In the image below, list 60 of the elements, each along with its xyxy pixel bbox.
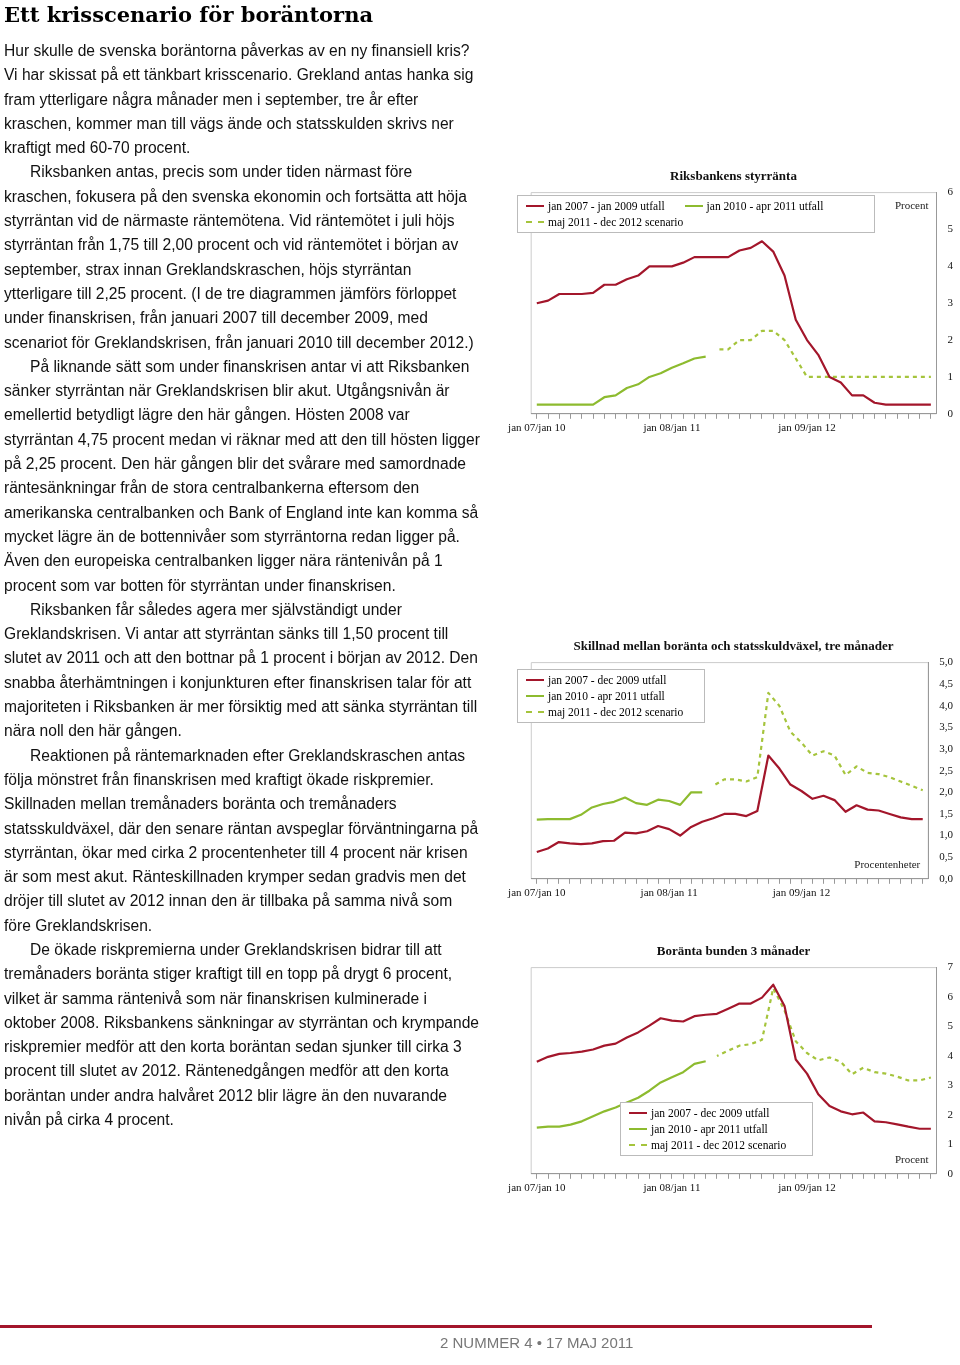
y-axis-title: Procent — [894, 1153, 929, 1166]
y-tick-label: 4 — [947, 259, 954, 272]
legend-label: jan 2007 - jan 2009 utfall — [548, 200, 665, 212]
x-tick-label: jan 09/jan 12 — [777, 421, 836, 434]
y-tick-label: 0 — [947, 406, 954, 419]
y-tick-label: 1 — [947, 1137, 953, 1150]
y-tick-label: 5,0 — [939, 655, 954, 668]
y-tick-label: 0 — [947, 1166, 954, 1179]
legend-label: jan 2010 - apr 2011 utfall — [706, 200, 824, 212]
y-tick-label: 5 — [947, 222, 954, 235]
legend-label: maj 2011 - dec 2012 scenario — [548, 706, 684, 718]
chart-title: Skillnad mellan boränta och statsskuldväxel, tre månader — [573, 638, 894, 654]
legend-label: jan 2010 - apr 2011 utfall — [651, 1123, 768, 1135]
text: Riksbanken får således agera mer självständigt under Greklandskrisen. Vi antar att styrräntan sänks till 1,50 procent till slutet av 2011 och att den bottnar på 1 procent i början av 2012. Den snabba återhämtningen i konjunkturen efter finanskrisen talar för att majoriteten i Riksbanken är mer försiktig med att sänka styrräntan till nära noll den här gången. — [4, 599, 479, 742]
y-tick-label: 0,5 — [939, 850, 954, 863]
x-tick-label: jan 07/jan 10 — [507, 1181, 567, 1194]
x-tick-label: jan 08/jan 11 — [639, 886, 698, 899]
x-tick-label: jan 09/jan 12 — [771, 886, 831, 899]
chart-title: Boränta bunden 3 månader — [656, 943, 811, 959]
y-tick-label: 3 — [947, 1078, 954, 1091]
text: Ett krisscenario för boräntorna — [4, 2, 375, 27]
y-tick-label: 3 — [947, 296, 954, 309]
text: De ökade riskpremierna under Greklandskrisen bidrar till att tremånaders boränta stiger kraftigt till en topp på drygt 6 procent, vilket är samma räntenivå som när finanskrisen kulminerade i oktober 2008. Riksbankens sänkningar av styrräntan och krympande riskpremier medför att den korta boräntan sedan sjunker till cirka 3 procent till slutet av 2012. Räntenedgången medför att den korta boräntan under andra halvåret 2012 blir lägre än den nuvarande nivån på cirka 4 procent. — [4, 940, 480, 1131]
x-tick-label: jan 07/jan 10 — [507, 421, 567, 434]
line-series — [712, 691, 924, 792]
y-axis-title: Procentenheter — [854, 858, 921, 871]
y-tick-label: 5 — [947, 1019, 954, 1032]
x-tick-label: jan 07/jan 10 — [507, 886, 567, 899]
x-tick-label: jan 08/jan 11 — [642, 1181, 701, 1194]
x-tick-label: jan 08/jan 11 — [642, 421, 701, 434]
y-tick-label: 2,5 — [939, 763, 954, 776]
y-tick-label: 1,5 — [939, 806, 954, 819]
y-tick-label: 7 — [947, 960, 954, 973]
x-tick-label: jan 09/jan 12 — [777, 1181, 836, 1194]
text: På liknande sätt som under finanskrisen antar vi att Riksbanken sänker styrräntan när Greklandskrisen blir akut. Utgångsnivån är emellertid betydligt lägre den här gången. Hösten 2008 var styrräntan 4,75 procent medan vi räknar med att den till hösten ligger på 2,25 procent. Den här gången blir det svårare med samordnade räntesänkningar från de stora centralbankerna eftersom den amerikanska centralbanken och Bank of England inte kan komma så mycket lägre än de bottennivåer som styrräntorna redan ligger på. Även den europeiska centralbanken ligger nära räntenivån på 1 procent som var botten för styrräntan under finanskrisen. — [4, 357, 480, 594]
chart-title: Riksbankens styrränta — [670, 168, 798, 184]
y-tick-label: 2 — [947, 1107, 953, 1120]
text: Hur skulle de svenska boräntorna påverkas av en ny finansiell kris? Vi har skissat på ett tänkbart krisscenario. Grekland antas hanka sig fram ytterligare några månader men i september, tre år efter kraschen, kommer man till vägs ände och statsskulden skrivs ner kraftigt med 60-70 procent. — [4, 41, 475, 159]
legend-label: jan 2007 - dec 2009 utfall — [651, 1107, 770, 1119]
text: 2 NUMMER 4 • 17 MAJ 2011 — [0, 1325, 872, 1351]
legend-label: maj 2011 - dec 2012 scenario — [548, 216, 684, 228]
y-tick-label: 3,0 — [939, 741, 954, 754]
legend-label: maj 2011 - dec 2012 scenario — [651, 1139, 787, 1151]
y-tick-label: 6 — [947, 185, 954, 198]
y-axis-title: Procent — [894, 198, 929, 211]
legend-label: jan 2010 - apr 2011 utfall — [548, 690, 665, 702]
line-series — [715, 987, 932, 1082]
y-tick-label: 2,0 — [939, 785, 954, 798]
y-tick-label: 6 — [947, 989, 954, 1002]
y-tick-label: 4,5 — [939, 677, 954, 690]
text: Reaktionen på räntemarknaden efter Greklandskraschen antas följa mönstret från finanskrisen med kraftigt ökade riskpremier. Skillnaden mellan tremånaders boränta och tremånaders statsskuldväxel, där den senare räntan avspeglar förväntningarna på styrräntan, ökar med cirka 2 procentenheter till 4 procent när krisen är som mest akut. Ränteskillnaden krymper sedan gradvis men det dröjer till slutet av 2012 innan den är tillbaka på samma nivå som före Greklandskrisen. — [4, 745, 480, 936]
legend-label: jan 2007 - dec 2009 utfall — [548, 674, 667, 686]
y-tick-label: 3,5 — [939, 720, 954, 733]
y-tick-label: 0,0 — [939, 871, 954, 884]
y-tick-label: 2 — [947, 332, 953, 345]
y-tick-label: 1 — [947, 369, 953, 382]
y-tick-label: 1,0 — [939, 828, 954, 841]
y-tick-label: 4,0 — [939, 698, 954, 711]
y-tick-label: 4 — [947, 1048, 954, 1061]
text: Riksbanken antas, precis som under tiden närmast före kraschen, fokusera på den svenska ekonomin och fortsätta att höja styrräntan vid de närmaste räntemötena. Vid räntemötet i juli höjs styrräntan från 1,75 till 2,00 procent och vid räntemötet i början av september, strax innan Greklandskraschen, höjs styrräntan ytterligare till 2,25 procent. (I de tre diagrammen jämförs förloppet under finanskrisen, från januari 2007 till december 2009, med scenariot för Greklandskrisen, från januari 2010 till december 2012.) — [4, 162, 475, 353]
